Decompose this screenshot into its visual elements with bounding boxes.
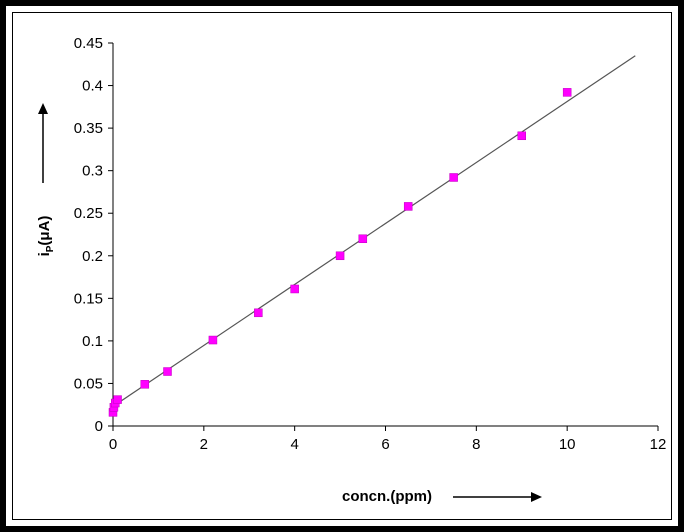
y-axis-label-main: i <box>36 252 53 256</box>
data-point <box>113 395 122 404</box>
x-tick-label: 2 <box>200 436 208 453</box>
data-point <box>208 335 218 345</box>
y-tick-label: 0.2 <box>82 248 103 265</box>
x-tick-label: 8 <box>472 436 480 453</box>
data-point <box>254 308 263 318</box>
x-axis-label: concn.(ppm) <box>342 488 432 505</box>
data-point <box>140 380 150 389</box>
y-axis-label-sub: P <box>45 245 56 252</box>
chart-inner-border <box>12 12 672 520</box>
x-tick-label: 10 <box>559 436 576 453</box>
data-point <box>517 131 526 141</box>
x-tick-label: 12 <box>650 436 667 453</box>
y-tick-label: 0.05 <box>74 375 103 392</box>
x-tick-label: 0 <box>109 436 117 453</box>
y-tick-label: 0 <box>95 418 103 435</box>
data-points <box>108 88 572 417</box>
x-tick-label: 4 <box>290 436 298 453</box>
y-tick-label: 0.15 <box>74 290 103 307</box>
data-point <box>335 251 345 261</box>
data-point <box>403 202 413 211</box>
data-point <box>562 88 572 97</box>
y-axis-label-rest: (μA) <box>36 216 53 246</box>
x-tick-label: 6 <box>381 436 389 453</box>
trendline <box>112 55 636 407</box>
y-tick-label: 0.25 <box>74 205 103 222</box>
y-axis-arrow-head <box>38 103 48 114</box>
trendline-layer <box>112 55 636 407</box>
data-point <box>358 234 368 244</box>
y-axis-title: iP(μA) <box>36 216 56 257</box>
axes: 0 0.05 0.1 0.15 0.2 0.25 0.3 0.35 0.4 0.45 0 2 4 6 8 10… <box>74 35 667 453</box>
x-axis-arrow-head <box>531 492 542 502</box>
svg-text:iP(μA): iP(μA) <box>36 216 56 257</box>
y-tick-label: 0.4 <box>82 78 103 95</box>
y-tick-label: 0.35 <box>74 120 103 137</box>
y-tick-label: 0.45 <box>74 35 103 52</box>
data-point <box>449 173 458 182</box>
y-tick-label: 0.1 <box>82 333 103 350</box>
y-tick-label: 0.3 <box>82 163 103 180</box>
data-point <box>290 284 299 294</box>
data-point <box>163 367 172 376</box>
